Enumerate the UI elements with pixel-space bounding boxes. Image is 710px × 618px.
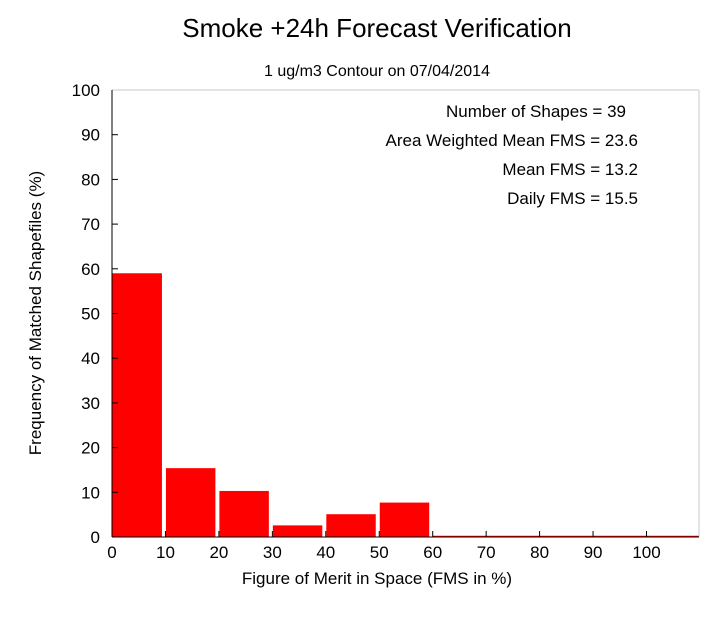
y-tick-label: 90 xyxy=(81,126,100,145)
y-axis-ticks: 0 10 20 30 40 50 60 70 80 90 100 xyxy=(72,81,118,547)
stat-number-of-shapes: Number of Shapes = 39 xyxy=(446,102,626,121)
chart-subtitle: 1 ug/m3 Contour on 07/04/2014 xyxy=(264,63,490,80)
y-tick-label: 40 xyxy=(81,349,100,368)
bar-40-50 xyxy=(326,514,376,537)
y-tick-label: 70 xyxy=(81,215,100,234)
y-tick-label: 20 xyxy=(81,439,100,458)
x-tick-label: 10 xyxy=(156,543,175,562)
bar-50-60 xyxy=(379,502,430,537)
y-tick-label: 10 xyxy=(81,483,100,502)
y-tick-label: 60 xyxy=(81,260,100,279)
bar-10-20 xyxy=(165,468,216,537)
y-tick-label: 80 xyxy=(81,170,100,189)
x-tick-label: 40 xyxy=(316,543,335,562)
x-tick-label: 20 xyxy=(209,543,228,562)
stat-mean-fms: Mean FMS = 13.2 xyxy=(502,160,638,179)
bar-30-40 xyxy=(272,525,323,537)
x-tick-label: 70 xyxy=(477,543,496,562)
stat-area-weighted-mean: Area Weighted Mean FMS = 23.6 xyxy=(386,131,638,150)
bar-series xyxy=(112,273,699,538)
y-tick-label: 0 xyxy=(91,528,100,547)
y-tick-label: 100 xyxy=(72,81,100,100)
y-tick-label: 30 xyxy=(81,394,100,413)
y-tick-label: 50 xyxy=(81,305,100,324)
bar-20-30 xyxy=(219,490,269,537)
stat-daily-fms: Daily FMS = 15.5 xyxy=(507,189,638,208)
chart-title: Smoke +24h Forecast Verification xyxy=(182,13,571,43)
x-tick-label: 50 xyxy=(370,543,389,562)
stats-annotation: Number of Shapes = 39 Area Weighted Mean… xyxy=(386,102,638,208)
x-axis-ticks: 0 10 20 30 40 50 60 70 80 90 100 xyxy=(107,531,661,562)
bar-0-10 xyxy=(112,273,162,537)
x-tick-label: 80 xyxy=(530,543,549,562)
x-tick-label: 30 xyxy=(263,543,282,562)
y-axis-label: Frequency of Matched Shapefiles (%) xyxy=(26,171,45,455)
x-tick-label: 100 xyxy=(632,543,660,562)
x-tick-label: 60 xyxy=(423,543,442,562)
x-axis-label: Figure of Merit in Space (FMS in %) xyxy=(242,569,512,588)
x-tick-label: 0 xyxy=(107,543,116,562)
x-tick-label: 90 xyxy=(584,543,603,562)
